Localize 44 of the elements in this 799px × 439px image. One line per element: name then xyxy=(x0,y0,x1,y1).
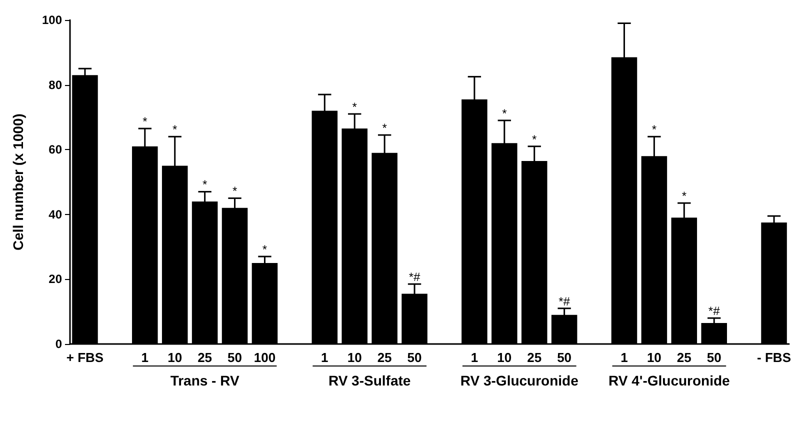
x-tick-label: 50 xyxy=(557,350,572,365)
data-label: *# xyxy=(708,304,720,318)
x-tick-label: 10 xyxy=(646,350,662,365)
x-tick-label: 1 xyxy=(470,350,478,365)
x-tick-label: 25 xyxy=(377,350,392,365)
x-tick-label: 50 xyxy=(706,350,722,365)
data-label: * xyxy=(382,121,388,136)
data-label: *# xyxy=(408,270,421,284)
data-label: * xyxy=(142,114,148,129)
x-tick-label: 50 xyxy=(228,350,242,365)
data-label: * xyxy=(352,100,358,114)
x-tick-label: - FBS xyxy=(757,350,792,365)
x-tick-label: 50 xyxy=(407,350,422,365)
x-tick-label: 10 xyxy=(168,350,182,365)
y-tick-label: 40 xyxy=(48,207,62,222)
text: Trans - RV xyxy=(170,372,240,388)
x-tick-label: + FBS xyxy=(66,350,104,365)
x-tick-label: 10 xyxy=(347,350,362,365)
data-label: * xyxy=(262,242,268,257)
x-tick-label: 1 xyxy=(321,350,328,365)
y-tick-label: 60 xyxy=(48,142,62,157)
data-label: * xyxy=(682,189,687,204)
y-tick-label: 80 xyxy=(48,78,62,92)
y-tick-label: 20 xyxy=(48,272,62,286)
data-label: * xyxy=(232,184,238,198)
x-tick-label: 1 xyxy=(620,350,628,365)
y-axis-title: Cell number (x 1000) xyxy=(10,114,26,250)
x-tick-label: 100 xyxy=(254,350,276,365)
data-label: * xyxy=(532,132,538,146)
x-tick-label: 25 xyxy=(198,350,212,365)
y-tick-label: 100 xyxy=(42,13,62,27)
x-tick-label: 25 xyxy=(676,350,692,365)
data-label: * xyxy=(172,122,178,137)
y-tick-label: 0 xyxy=(55,337,62,351)
data-label: * xyxy=(652,122,657,137)
data-label: *# xyxy=(558,294,570,308)
x-tick-label: 10 xyxy=(497,350,512,365)
x-tick-label: 1 xyxy=(141,350,149,365)
text: RV 3-Glucuronide xyxy=(460,372,579,388)
data-label: * xyxy=(502,106,508,120)
text: RV 3-Sulfate xyxy=(328,372,411,388)
data-label: * xyxy=(202,178,208,192)
x-tick-label: 25 xyxy=(527,350,542,365)
text: RV 4'-Glucuronide xyxy=(608,372,730,388)
